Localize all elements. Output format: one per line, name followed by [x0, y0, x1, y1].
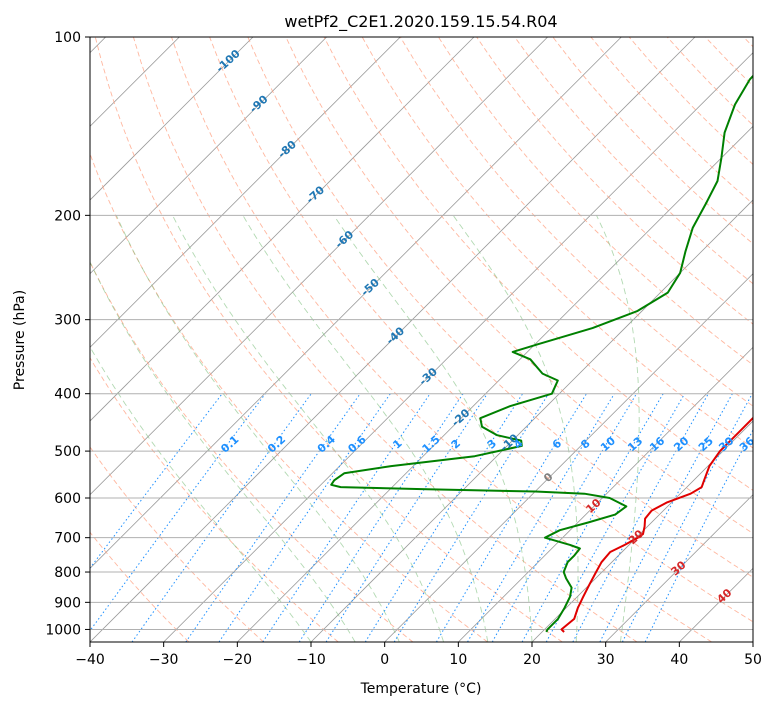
isotherm-line [163, 52, 753, 642]
dry-adiabat-line [132, 37, 638, 642]
isotherm-line [90, 37, 475, 422]
dry-adiabat-line [247, 37, 753, 578]
dry-adiabat-line [171, 37, 712, 642]
x-tick-label: −20 [223, 652, 253, 668]
chart-title: wetPf2_C2E1.2020.159.15.54.R04 [284, 12, 557, 32]
x-tick-label: 20 [523, 652, 541, 668]
mixing-ratio-line [393, 393, 550, 642]
dry-adiabat-line [90, 356, 339, 642]
x-tick-label: −10 [296, 652, 326, 668]
y-tick-label: 400 [54, 387, 81, 403]
mixing-ratio-line [572, 393, 709, 642]
moist-adiabat-line [452, 215, 579, 642]
moist-adiabat-line [90, 260, 356, 642]
pressure-grid [90, 37, 753, 630]
x-tick-label: 50 [744, 652, 762, 668]
mixing-ratio-line [131, 393, 312, 642]
y-tick-label: 1000 [45, 622, 81, 638]
dry-adiabat-line [90, 152, 488, 642]
y-tick-label: 300 [54, 313, 81, 329]
dry-adiabat-line [90, 531, 190, 642]
mixing-ratio-line [491, 393, 637, 642]
isotherm-line [90, 37, 622, 569]
isotherm-line [90, 37, 254, 201]
moist-adiabat-line [172, 215, 445, 642]
moist-adiabat-line [242, 215, 489, 642]
isotherm-line [90, 37, 401, 348]
isotherm-line [605, 494, 753, 642]
temperature-profile-line [560, 416, 753, 633]
x-tick-label: 10 [449, 652, 467, 668]
moist-adiabat-line [333, 215, 533, 642]
dewpoint-profile-line [330, 74, 753, 633]
isotherm-line [90, 37, 327, 275]
isotherm-line [384, 273, 753, 642]
y-tick-label: 200 [54, 208, 81, 224]
x-tick-label: −40 [75, 652, 105, 668]
dry-adiabat-line [94, 37, 563, 642]
x-tick-label: −30 [149, 652, 179, 668]
x-axis-label: Temperature (°C) [360, 681, 482, 697]
dry-adiabat-line [285, 37, 753, 535]
mixing-ratio-line [644, 428, 753, 642]
dry-adiabat-line [399, 37, 753, 407]
dry-adiabat-line [323, 37, 753, 491]
moist-adiabat-line [115, 215, 400, 642]
dry-adiabat-line [209, 37, 753, 623]
moist-adiabat-line [90, 345, 312, 642]
mixing-ratio-line [467, 393, 615, 642]
dry-adiabat-line [514, 37, 753, 285]
isotherm-line [90, 37, 548, 496]
plot-area [90, 37, 753, 642]
y-tick-label: 800 [54, 565, 81, 581]
dry-adiabat-line [438, 37, 753, 366]
mixing-ratio-line [325, 393, 488, 642]
mixing-ratio-line [298, 393, 464, 642]
x-tick-label: 40 [670, 652, 688, 668]
x-tick-label: 30 [597, 652, 615, 668]
mixing-ratio-line [435, 393, 587, 642]
y-tick-label: 900 [54, 595, 81, 611]
background-lines [90, 37, 753, 642]
y-tick-label: 100 [54, 30, 81, 46]
y-tick-label: 700 [54, 531, 81, 547]
mixing-ratio-line [545, 393, 686, 642]
dry-adiabat-line [90, 446, 264, 642]
axis-ticks: −40 −30 −20 −10 0 10 20 30 40 50 100 200 300 400 500 60… [45, 30, 762, 668]
x-tick-label: 0 [380, 652, 389, 668]
isotherm-line [237, 125, 753, 642]
plot-frame [89, 36, 754, 643]
mixing-ratio-line [262, 393, 431, 642]
moist-adiabat-line [596, 215, 640, 642]
y-tick-label: 600 [54, 491, 81, 507]
dry-adiabat-line [361, 37, 753, 449]
isotherm-line [90, 37, 696, 642]
profile-lines [330, 74, 753, 633]
y-tick-label: 500 [54, 444, 81, 460]
isotherm-line [752, 641, 753, 642]
y-axis-label: Pressure (hPa) [12, 290, 28, 390]
